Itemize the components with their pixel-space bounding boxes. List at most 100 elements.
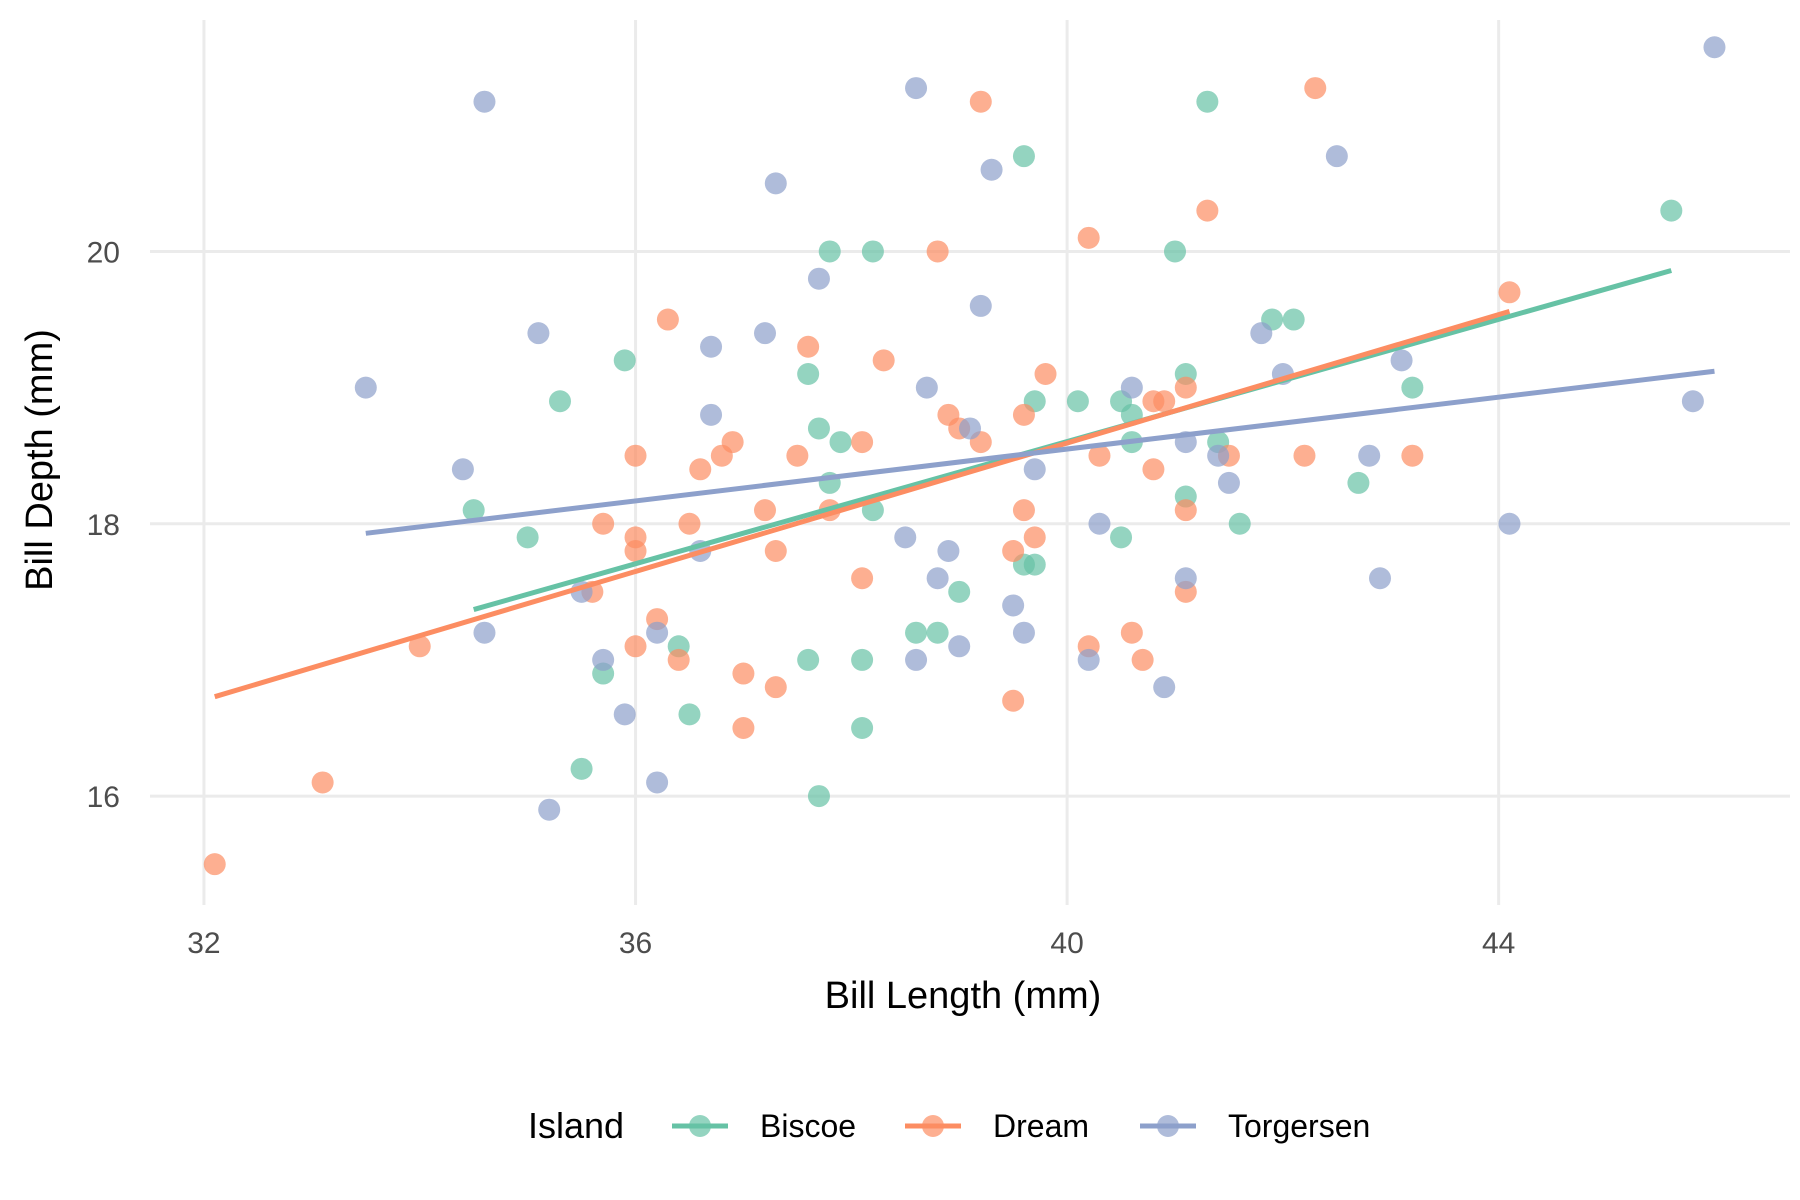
point-dream — [851, 431, 874, 454]
grid — [150, 20, 1790, 905]
point-biscoe — [462, 499, 485, 522]
point-biscoe — [797, 363, 820, 385]
x-axis-title: Bill Length (mm) — [825, 975, 1102, 1017]
legend-marker-dream — [922, 1115, 944, 1137]
point-dream — [721, 431, 744, 454]
point-torgersen — [764, 172, 787, 195]
point-torgersen — [1703, 36, 1726, 59]
point-torgersen — [807, 267, 830, 290]
point-biscoe — [1023, 553, 1046, 576]
trend-lines — [214, 268, 1715, 700]
point-biscoe — [516, 526, 539, 549]
point-biscoe — [818, 240, 841, 263]
point-torgersen — [1498, 512, 1521, 535]
point-biscoe — [678, 703, 701, 726]
x-tick-label: 32 — [187, 927, 220, 960]
point-dream — [656, 308, 679, 331]
point-torgersen — [700, 403, 723, 426]
point-torgersen — [1077, 648, 1100, 671]
legend-marker-torgersen — [1157, 1115, 1179, 1137]
point-biscoe — [851, 717, 874, 739]
point-dream — [592, 512, 615, 535]
point-torgersen — [959, 417, 981, 440]
trend-line-torgersen — [365, 368, 1715, 536]
point-dream — [764, 676, 787, 699]
legend-item-dream: Dream — [905, 1108, 1089, 1144]
legend-label-biscoe: Biscoe — [760, 1108, 856, 1144]
legend-item-biscoe: Biscoe — [672, 1108, 856, 1144]
point-dream — [732, 717, 755, 739]
legend-marker-biscoe — [689, 1115, 711, 1137]
point-dream — [1012, 499, 1035, 522]
point-dream — [203, 853, 226, 876]
point-torgersen — [1207, 444, 1230, 467]
point-torgersen — [1681, 390, 1704, 413]
point-dream — [1174, 499, 1197, 522]
legend: Island Biscoe Dream Torgersen — [528, 1105, 1370, 1146]
point-biscoe — [1012, 145, 1035, 168]
point-biscoe — [829, 431, 852, 454]
point-dream — [1023, 526, 1046, 549]
point-torgersen — [1325, 145, 1348, 168]
point-dream — [926, 240, 949, 263]
point-biscoe — [807, 785, 830, 808]
y-tick-label: 18 — [87, 509, 120, 542]
point-torgersen — [1023, 458, 1046, 481]
point-torgersen — [1174, 567, 1197, 590]
point-dream — [1002, 540, 1025, 562]
legend-title: Island — [528, 1105, 624, 1146]
point-dream — [1153, 390, 1176, 413]
trend-line-dream — [214, 308, 1511, 700]
point-dream — [1120, 621, 1143, 644]
point-torgersen — [1153, 676, 1176, 699]
x-tick-labels: 32 36 40 44 — [187, 927, 1515, 960]
legend-item-torgersen: Torgersen — [1140, 1108, 1370, 1144]
point-biscoe — [1196, 90, 1219, 113]
point-dream — [786, 444, 809, 467]
point-torgersen — [905, 77, 928, 100]
point-dream — [1293, 444, 1316, 467]
x-tick-label: 40 — [1050, 927, 1083, 960]
point-biscoe — [1660, 199, 1683, 222]
point-dream — [1077, 226, 1100, 249]
point-torgersen — [473, 621, 496, 644]
x-tick-label: 36 — [619, 927, 652, 960]
point-biscoe — [1401, 376, 1424, 399]
point-dream — [1196, 199, 1219, 222]
point-torgersen — [894, 526, 917, 549]
point-biscoe — [1228, 512, 1251, 535]
data-points — [203, 36, 1726, 876]
point-torgersen — [354, 376, 377, 399]
point-dream — [624, 635, 647, 658]
point-torgersen — [937, 540, 960, 562]
point-dream — [311, 771, 334, 794]
point-dream — [624, 526, 647, 549]
y-tick-label: 20 — [87, 236, 120, 269]
y-tick-label: 16 — [87, 781, 120, 814]
point-biscoe — [549, 390, 571, 413]
point-dream — [1012, 403, 1035, 426]
point-torgersen — [948, 635, 971, 658]
point-torgersen — [1012, 621, 1035, 644]
point-dream — [969, 90, 992, 113]
point-torgersen — [969, 294, 992, 317]
point-dream — [764, 540, 787, 562]
point-dream — [678, 512, 701, 535]
point-dream — [1304, 77, 1327, 100]
point-torgersen — [538, 798, 561, 821]
point-biscoe — [851, 648, 874, 671]
point-torgersen — [1120, 376, 1143, 399]
y-axis-title: Bill Depth (mm) — [19, 329, 61, 591]
point-torgersen — [1390, 349, 1413, 372]
point-dream — [1142, 458, 1165, 481]
point-torgersen — [1217, 471, 1240, 494]
point-torgersen — [1088, 512, 1111, 535]
point-biscoe — [570, 757, 593, 780]
point-dream — [1034, 363, 1057, 385]
point-biscoe — [1164, 240, 1186, 263]
point-torgersen — [1358, 444, 1381, 467]
point-biscoe — [1282, 308, 1305, 331]
point-torgersen — [926, 567, 949, 590]
point-biscoe — [807, 417, 830, 440]
